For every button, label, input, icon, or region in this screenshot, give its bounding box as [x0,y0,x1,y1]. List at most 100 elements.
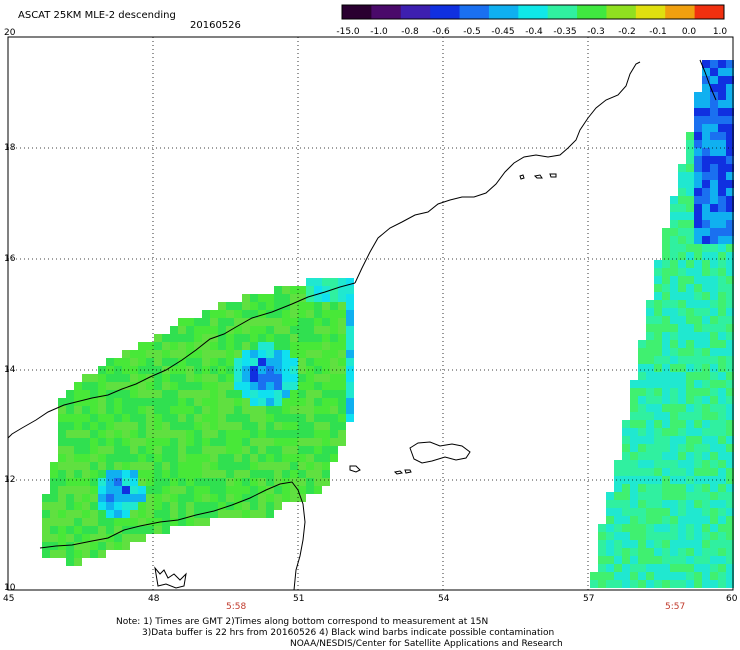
swath-cell [266,326,274,334]
swath-cell [50,486,58,494]
swath-cell [678,388,686,396]
swath-cell [154,462,162,470]
swath-cell [130,494,138,502]
swath-cell [686,532,694,540]
swath-cell [306,350,314,358]
swath-cell [670,244,678,252]
swath-cell [330,326,338,334]
swath-cell [178,382,186,390]
swath-cell [694,252,702,260]
swath-cell [718,100,726,108]
swath-cell [662,452,670,460]
swath-cell [646,508,654,516]
swath-cell [106,366,114,374]
swath-cell [678,308,686,316]
swath-cell [702,492,710,500]
swath-cell [710,420,718,428]
swath-cell [718,492,726,500]
swath-cell [154,398,162,406]
swath-cell [210,430,218,438]
pass-time-east: 5:57 [665,602,685,612]
swath-cell [306,422,314,430]
swath-cell [686,228,694,236]
swath-cell [298,358,306,366]
swath-cell [678,164,686,172]
swath-cell [314,334,322,342]
swath-cell [646,348,654,356]
swath-cell [282,422,290,430]
swath-cell [330,398,338,406]
swath-cell [154,334,162,342]
swath-cell [726,212,734,220]
swath-cell [306,462,314,470]
swath-cell [694,388,702,396]
swath-cell [330,350,338,358]
swath-cell [130,350,138,358]
swath-cell [226,390,234,398]
swath-cell [638,508,646,516]
swath-cell [74,486,82,494]
swath-cell [290,374,298,382]
swath-cell [274,366,282,374]
swath-cell [122,438,130,446]
swath-cell [194,454,202,462]
swath-cell [694,332,702,340]
swath-cell [694,484,702,492]
swath-cell [710,500,718,508]
swath-cell [138,406,146,414]
swath-cell [646,484,654,492]
swath-cell [202,486,210,494]
swath-cell [630,396,638,404]
swath-cell [702,108,710,116]
swath-cell [114,358,122,366]
swath-cell [154,478,162,486]
swath-cell [154,494,162,502]
swath-cell [322,342,330,350]
swath-cell [630,564,638,572]
swath-cell [638,468,646,476]
swath-cell [702,228,710,236]
swath-cell [98,502,106,510]
swath-cell [82,502,90,510]
swath-cell [630,468,638,476]
swath-cell [670,316,678,324]
swath-cell [90,534,98,542]
swath-cell [322,478,330,486]
swath-cell [694,372,702,380]
swath-cell [718,332,726,340]
swath-cell [146,358,154,366]
swath-cell [242,334,250,342]
swath-cell [202,366,210,374]
swath-cell [678,212,686,220]
swath-cell [710,492,718,500]
swath-cell [726,348,734,356]
swath-cell [194,382,202,390]
swath-cell [210,454,218,462]
swath-cell [322,358,330,366]
swath-cell [138,534,146,542]
swath-cell [74,430,82,438]
swath-cell [186,486,194,494]
swath-cell [726,420,734,428]
swath-cell [662,524,670,532]
swath-cell [178,358,186,366]
swath-cell [314,374,322,382]
swath-cell [210,438,218,446]
swath-cell [258,494,266,502]
swath-cell [186,414,194,422]
swath-cell [122,534,130,542]
swath-cell [686,156,694,164]
swath-cell [686,180,694,188]
swath-cell [66,462,74,470]
swath-cell [146,478,154,486]
swath-cell [106,534,114,542]
swath-cell [646,404,654,412]
colorbar-label: -15.0 [336,27,360,37]
swath-cell [726,172,734,180]
swath-cell [718,260,726,268]
swath-cell [638,492,646,500]
swath-cell [114,454,122,462]
swath-cell [662,396,670,404]
swath-cell [702,524,710,532]
swath-cell [226,510,234,518]
